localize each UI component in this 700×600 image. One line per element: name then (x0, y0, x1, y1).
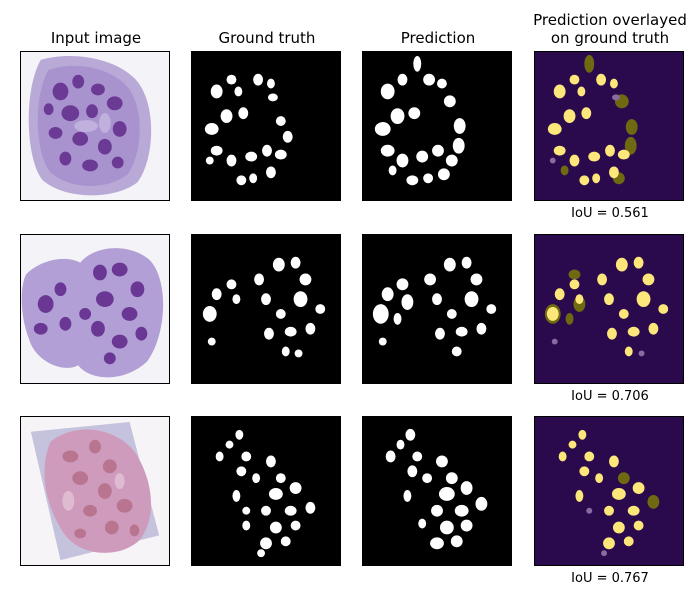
prediction-mask-row3 (362, 416, 512, 566)
overlay-row3 (534, 416, 684, 566)
ground-truth-mask-row3 (191, 416, 341, 566)
ground-truth-mask-row2 (191, 234, 341, 384)
column-title-overlay-line2: on ground truth (550, 29, 670, 47)
input-image-row2 (20, 234, 170, 384)
prediction-mask-row2 (362, 234, 512, 384)
overlay-row2 (534, 234, 684, 384)
ground-truth-mask-row1 (191, 51, 341, 201)
input-image-row1 (20, 51, 170, 201)
input-image-row3 (20, 416, 170, 566)
iou-label-row2: IoU = 0.706 (571, 389, 649, 404)
column-title-ground-truth: Ground truth (218, 29, 316, 47)
column-title-overlay-line1: Prediction overlayed (533, 11, 687, 29)
iou-label-row3: IoU = 0.767 (571, 571, 649, 586)
column-title-prediction: Prediction (400, 29, 476, 47)
prediction-mask-row1 (362, 51, 512, 201)
iou-label-row1: IoU = 0.561 (571, 206, 649, 221)
overlay-row1 (534, 51, 684, 201)
column-title-input: Input image (50, 29, 142, 47)
